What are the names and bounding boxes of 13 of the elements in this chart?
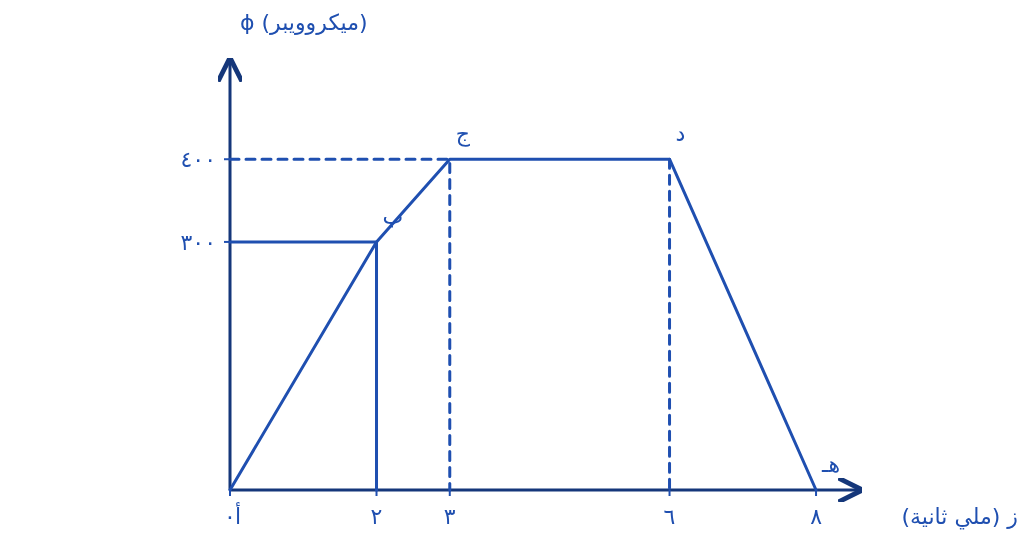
x-tick-label: ٢ xyxy=(370,504,383,529)
annotation: د xyxy=(675,121,686,147)
y-tick-label: ٣٠٠ xyxy=(180,229,216,255)
annotation: ج xyxy=(455,121,471,148)
x-axis-title: ز (ملي ثانية) xyxy=(901,504,1018,530)
x-tick-label: ٨ xyxy=(810,504,823,529)
y-tick-label: ٤٠٠ xyxy=(180,147,216,173)
x-tick-label: ٣ xyxy=(443,504,456,529)
x-tick-label: ٦ xyxy=(663,504,676,529)
x-tick-label: ٠ xyxy=(224,504,236,529)
annotation: أ xyxy=(234,502,242,529)
y-axis-title: ϕ (ميكروويبر) xyxy=(240,10,368,35)
annotation: هـ xyxy=(821,452,841,477)
